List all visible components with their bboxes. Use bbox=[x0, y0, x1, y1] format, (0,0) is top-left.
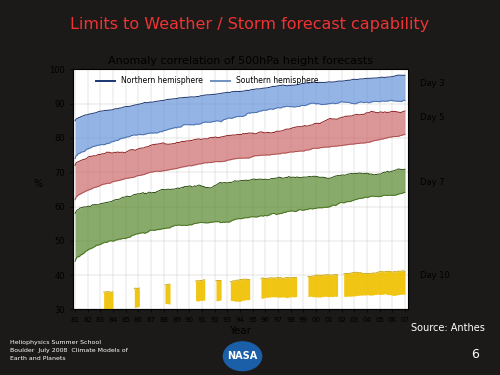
Text: Day 5: Day 5 bbox=[420, 113, 444, 122]
Text: Day 7: Day 7 bbox=[420, 178, 445, 187]
Text: Boulder  July 2008  Climate Models of: Boulder July 2008 Climate Models of bbox=[10, 348, 128, 353]
Circle shape bbox=[224, 342, 262, 370]
Text: Earth and Planets: Earth and Planets bbox=[10, 356, 66, 361]
Text: Heliophysics Summer School: Heliophysics Summer School bbox=[10, 340, 101, 345]
Text: Source: Anthes: Source: Anthes bbox=[411, 323, 485, 333]
X-axis label: Year: Year bbox=[229, 326, 251, 336]
Text: Limits to Weather / Storm forecast capability: Limits to Weather / Storm forecast capab… bbox=[70, 17, 430, 32]
Text: Day 3: Day 3 bbox=[420, 79, 445, 88]
Y-axis label: %: % bbox=[34, 179, 42, 189]
Text: NASA: NASA bbox=[228, 351, 258, 361]
Legend: Northern hemisphere, Southern hemisphere: Northern hemisphere, Southern hemisphere bbox=[93, 73, 322, 88]
Text: Day 10: Day 10 bbox=[420, 271, 450, 280]
Title: Anomaly correlation of 500hPa height forecasts: Anomaly correlation of 500hPa height for… bbox=[108, 56, 372, 66]
Text: 6: 6 bbox=[471, 348, 479, 361]
